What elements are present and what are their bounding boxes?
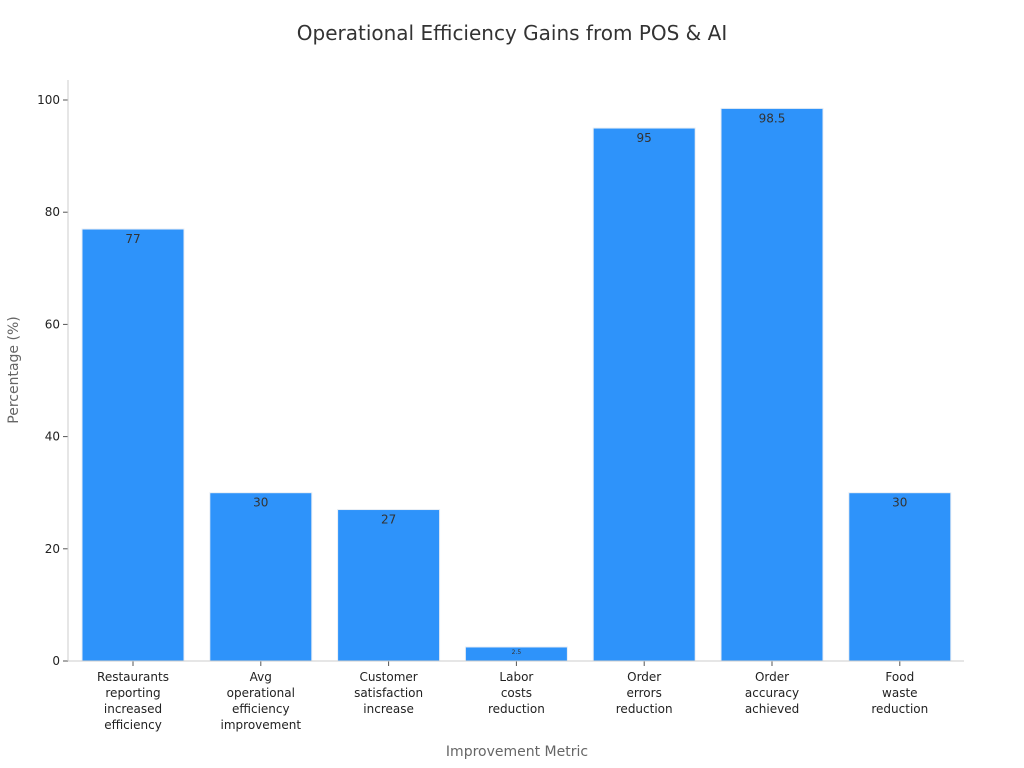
y-tick-label: 40 [45,430,60,444]
y-tick-label: 60 [45,317,60,331]
x-axis-label: Improvement Metric [446,744,588,760]
x-tick-label: Labor costs reduction [488,670,545,716]
chart-title: Operational Efficiency Gains from POS & … [297,21,727,45]
data-label: 98.5 [759,111,786,125]
x-tick-label: Restaurants reporting increased efficiency [97,670,169,732]
bar [81,228,185,662]
x-tick-label: Avg operational efficiency improvement [221,670,302,732]
data-label: 95 [637,131,652,145]
x-tick-label: Order errors reduction [616,670,673,716]
data-label: 77 [125,232,140,246]
x-tick-label: Food waste reduction [871,670,928,716]
data-label: 27 [381,513,396,527]
y-tick-label: 0 [52,654,60,668]
data-label: 2.5 [512,649,522,656]
y-axis: 0 20 40 60 80 100 [37,93,68,668]
bar [209,492,313,662]
x-axis: Restaurants reporting increased efficiency A… [97,661,928,732]
x-tick-label: Customer satisfaction increase [354,670,423,716]
y-tick-label: 80 [45,205,60,219]
data-label: 30 [253,496,268,510]
bar [848,492,952,662]
data-label: 30 [892,496,907,510]
y-axis-label: Percentage (%) [6,316,22,423]
bar [592,127,696,662]
y-tick-label: 20 [45,542,60,556]
x-tick-label: Order accuracy achieved [745,670,799,716]
bars-group: 77 30 27 2.5 95 98.5 30 [81,107,952,662]
bar [720,107,824,662]
bar [337,509,441,662]
y-tick-label: 100 [37,93,60,107]
